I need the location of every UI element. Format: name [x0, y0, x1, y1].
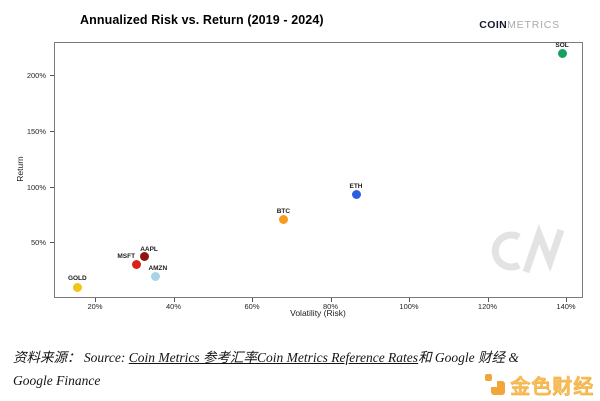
y-axis-tick-mark — [50, 75, 54, 76]
x-axis-tick-label: 80% — [322, 302, 338, 311]
data-point-sol — [557, 49, 567, 59]
x-axis-tick-mark — [95, 298, 96, 302]
y-axis-tick-mark — [50, 186, 54, 188]
source-suffix: 和 Google 财经 & — [418, 350, 519, 365]
x-axis-tick-label: 40% — [165, 302, 181, 311]
source-prefix: 资料来源： Source: — [13, 350, 129, 365]
data-point-label-gold: GOLD — [67, 275, 87, 283]
citation-link[interactable]: Coin Metrics 参考汇率Coin Metrics Reference … — [128, 350, 419, 365]
y-axis-tick-mark — [50, 130, 54, 132]
coinmetrics-logo: COINMETRICS — [479, 19, 560, 31]
source-citation-line1: 资料来源： Source: Coin Metrics 参考汇率Coin Metr… — [13, 346, 588, 369]
source-citation: 资料来源： Source: Coin Metrics 参考汇率Coin Metr… — [13, 346, 588, 392]
y-axis-tick-mark — [50, 242, 54, 244]
x-axis-tick-label: 100% — [399, 302, 419, 311]
data-point-label-btc: BTC — [276, 208, 291, 216]
x-axis-tick-mark — [566, 298, 567, 302]
x-axis-title: Volatility (Risk) — [290, 308, 346, 318]
data-point-amzn — [151, 271, 161, 281]
golden-finance-logo-icon — [485, 374, 506, 395]
data-point-btc — [278, 214, 288, 224]
x-axis-tick-mark — [173, 298, 175, 302]
source-citation-line2: Google Finance — [13, 373, 101, 388]
x-axis-tick-label: 20% — [87, 302, 103, 311]
data-point-gold — [72, 283, 82, 293]
x-axis-tick-mark — [330, 298, 332, 302]
x-axis-tick-mark — [409, 298, 410, 302]
data-point-label-sol: SOL — [555, 41, 569, 49]
data-point-eth — [351, 190, 361, 200]
coinmetrics-logo-light: METRICS — [507, 19, 560, 31]
y-axis-tick-label: 100% — [26, 182, 46, 192]
x-axis-tick-label: 120% — [477, 302, 498, 311]
y-axis-tick-label: 200% — [26, 71, 46, 80]
coinmetrics-watermark-icon — [491, 224, 564, 274]
data-point-label-msft: MSFT — [117, 252, 136, 260]
data-point-label-eth: ETH — [349, 183, 363, 191]
coinmetrics-logo-bold: COIN — [479, 19, 508, 31]
golden-finance-watermark-text: 金色财经 — [510, 376, 594, 398]
x-axis-tick-label: 60% — [244, 302, 260, 311]
y-axis-tick-label: 150% — [26, 126, 46, 136]
x-axis-tick-label: 140% — [556, 302, 576, 311]
data-point-msft — [131, 260, 141, 270]
chart-title: Annualized Risk vs. Return (2019 - 2024) — [80, 13, 324, 27]
x-axis-tick-mark — [487, 298, 489, 302]
golden-finance-watermark: 金色财经 — [485, 370, 594, 399]
data-point-label-aapl: AAPL — [140, 246, 158, 254]
y-axis-tick-label: 50% — [30, 238, 46, 248]
data-point-label-amzn: AMZN — [148, 265, 168, 273]
x-axis-tick-mark — [252, 298, 253, 302]
data-point-aapl — [139, 252, 149, 262]
